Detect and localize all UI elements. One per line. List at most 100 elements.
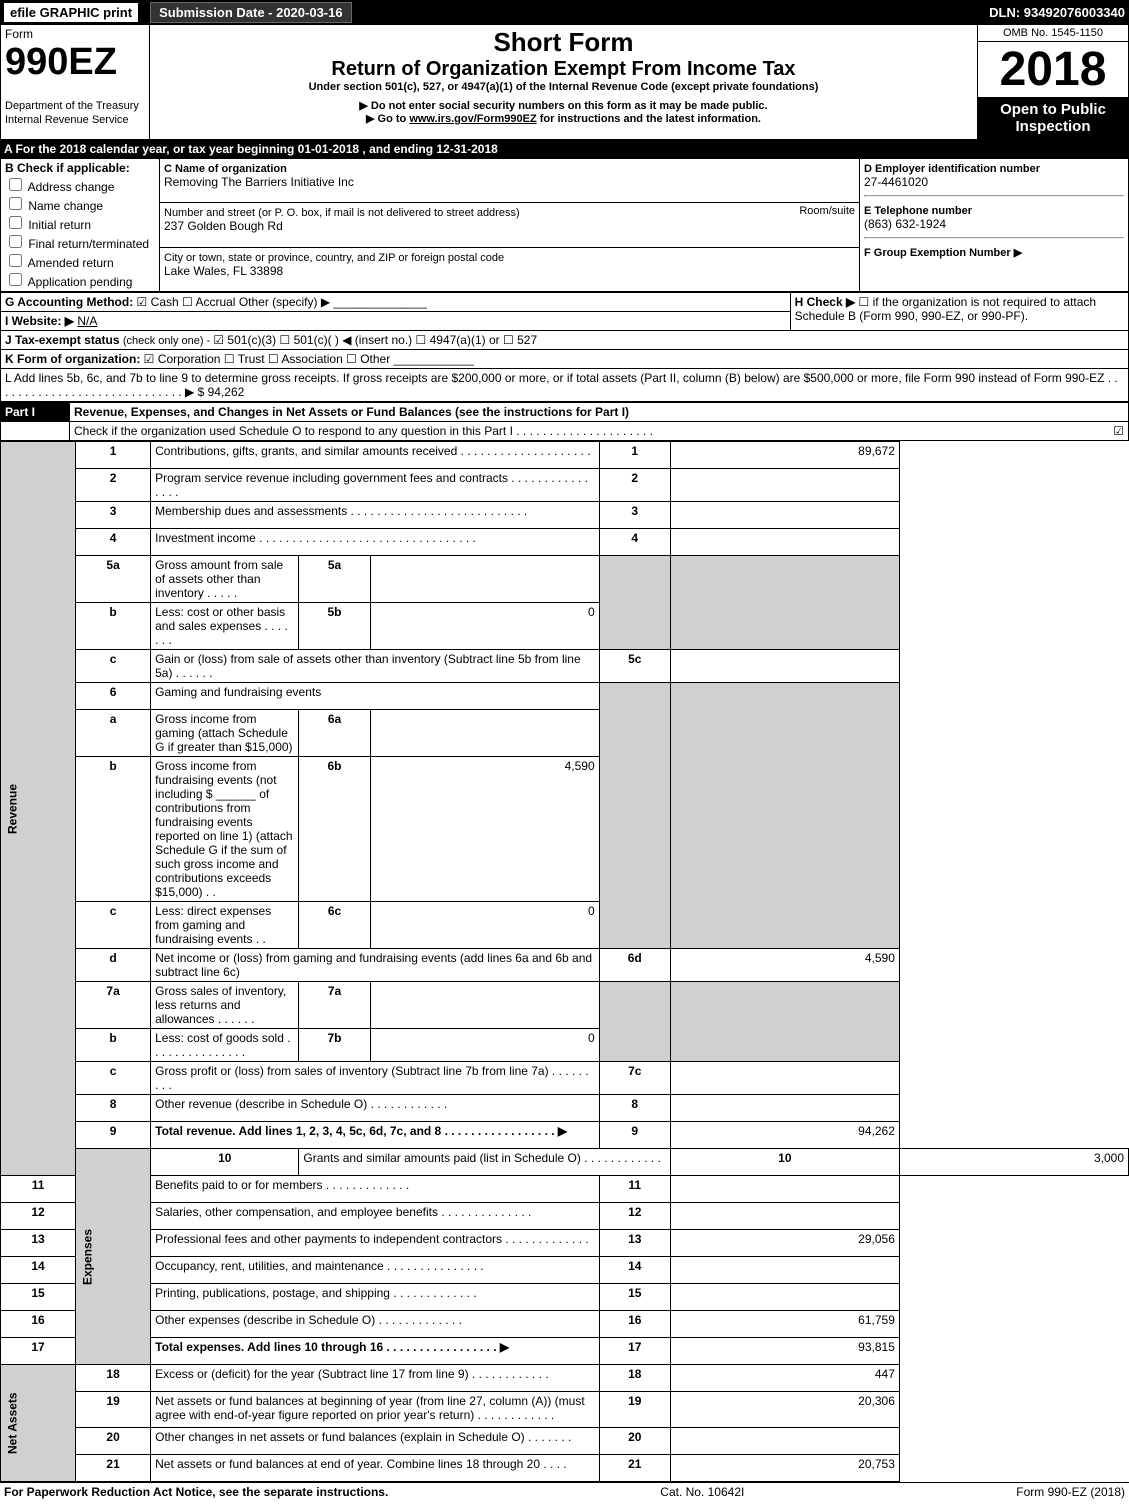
line13-col: 13 xyxy=(599,1230,670,1257)
checkbox-cash[interactable]: ☑ xyxy=(137,295,148,309)
checkbox-501c3[interactable]: ☑ xyxy=(213,333,224,347)
header-table: Form 990EZ Department of the Treasury In… xyxy=(0,24,1129,140)
line7b-box: 7b xyxy=(299,1029,370,1062)
line7b-desc: Less: cost of goods sold . . . . . . . .… xyxy=(151,1029,299,1062)
line4-val xyxy=(670,529,899,556)
line12-desc: Salaries, other compensation, and employ… xyxy=(151,1203,600,1230)
line6c-boxval: 0 xyxy=(370,902,599,949)
room-label: Room/suite xyxy=(799,205,855,217)
form-word: Form xyxy=(5,27,33,41)
checkbox-501c[interactable]: ☐ xyxy=(279,333,290,347)
line9-col: 9 xyxy=(599,1122,670,1149)
box-g-label: G Accounting Method: xyxy=(5,295,133,309)
line17-desc: Total expenses. Add lines 10 through 16 … xyxy=(151,1338,600,1365)
street-label: Number and street (or P. O. box, if mail… xyxy=(164,207,520,219)
checkbox-accrual[interactable]: ☐ xyxy=(182,295,193,309)
line3-val xyxy=(670,502,899,529)
website-value: N/A xyxy=(77,314,97,328)
return-title: Return of Organization Exempt From Incom… xyxy=(154,58,973,81)
line8-val xyxy=(670,1095,899,1122)
dept-label: Department of the Treasury xyxy=(5,100,139,112)
box-l-value: $ 94,262 xyxy=(198,385,245,399)
box-h-label: H Check ▶ xyxy=(795,295,859,309)
checkbox-schedule-b[interactable]: ☐ xyxy=(859,295,870,309)
checkbox-corporation[interactable]: ☑ xyxy=(144,352,155,366)
line12-num: 12 xyxy=(1,1203,76,1230)
line11-val xyxy=(670,1176,899,1203)
part-i-label: Part I xyxy=(1,403,70,422)
line6d-num: d xyxy=(76,949,151,982)
part-i-title: Revenue, Expenses, and Changes in Net As… xyxy=(70,403,1129,422)
line16-val: 61,759 xyxy=(670,1311,899,1338)
box-e-label: E Telephone number xyxy=(864,205,972,217)
entity-info-table: B Check if applicable: Address change Na… xyxy=(0,158,1129,292)
checkbox-amended[interactable]: Amended return xyxy=(5,256,114,270)
part-i-check-line: Check if the organization used Schedule … xyxy=(74,424,653,438)
checkbox-other-org[interactable]: ☐ xyxy=(346,352,357,366)
line3-num: 3 xyxy=(76,502,151,529)
line4-col: 4 xyxy=(599,529,670,556)
checkbox-pending[interactable]: Application pending xyxy=(5,275,132,289)
line5c-col: 5c xyxy=(599,650,670,683)
tax-period-row: A For the 2018 calendar year, or tax yea… xyxy=(0,140,1129,158)
line6c-desc: Less: direct expenses from gaming and fu… xyxy=(151,902,299,949)
line20-val xyxy=(670,1428,899,1455)
line17-val: 93,815 xyxy=(670,1338,899,1365)
goto-prefix: ▶ Go to xyxy=(366,113,409,125)
line9-num: 9 xyxy=(76,1122,151,1149)
checkbox-527[interactable]: ☐ xyxy=(503,333,514,347)
checkbox-initial-return[interactable]: Initial return xyxy=(5,218,91,232)
line7c-col: 7c xyxy=(599,1062,670,1095)
line14-num: 14 xyxy=(1,1257,76,1284)
checkbox-association[interactable]: ☐ xyxy=(268,352,279,366)
checkbox-name-change[interactable]: Name change xyxy=(5,199,103,213)
checkbox-trust[interactable]: ☐ xyxy=(224,352,235,366)
irs-label: Internal Revenue Service xyxy=(5,114,129,126)
line6d-col: 6d xyxy=(599,949,670,982)
line5a-box: 5a xyxy=(299,556,370,603)
line10-val: 3,000 xyxy=(899,1149,1128,1176)
checkbox-4947[interactable]: ☐ xyxy=(416,333,427,347)
box-f-label: F Group Exemption Number ▶ xyxy=(864,247,1022,259)
box-j-label: J Tax-exempt status xyxy=(5,333,123,347)
submission-date: Submission Date - 2020-03-16 xyxy=(150,2,352,23)
line14-col: 14 xyxy=(599,1257,670,1284)
checkbox-final-return[interactable]: Final return/terminated xyxy=(5,237,149,251)
line5c-val xyxy=(670,650,899,683)
city-value: Lake Wales, FL 33898 xyxy=(164,264,283,278)
period-begin: 01-01-2018 xyxy=(298,142,359,156)
line15-col: 15 xyxy=(599,1284,670,1311)
line10-col: 10 xyxy=(670,1149,899,1176)
line1-num: 1 xyxy=(76,442,151,469)
line16-num: 16 xyxy=(1,1311,76,1338)
page-footer: For Paperwork Reduction Act Notice, see … xyxy=(0,1482,1129,1501)
period-prefix: A For the 2018 calendar year, or tax yea… xyxy=(4,142,298,156)
expenses-side-label: Expenses xyxy=(76,1149,151,1365)
line21-num: 21 xyxy=(76,1455,151,1482)
line15-val xyxy=(670,1284,899,1311)
city-label: City or town, state or province, country… xyxy=(164,252,504,264)
line7a-desc: Gross sales of inventory, less returns a… xyxy=(151,982,299,1029)
line6c-box: 6c xyxy=(299,902,370,949)
line7b-boxval: 0 xyxy=(370,1029,599,1062)
period-end: 12-31-2018 xyxy=(436,142,497,156)
checkbox-address-change[interactable]: Address change xyxy=(5,180,114,194)
phone-value: (863) 632-1924 xyxy=(864,217,946,231)
goto-link[interactable]: www.irs.gov/Form990EZ xyxy=(409,113,536,125)
line15-num: 15 xyxy=(1,1284,76,1311)
line18-num: 18 xyxy=(76,1365,151,1392)
line1-desc: Contributions, gifts, grants, and simila… xyxy=(151,442,600,469)
short-form-title: Short Form xyxy=(154,27,973,58)
part-i-header: Part I Revenue, Expenses, and Changes in… xyxy=(0,402,1129,441)
line9-desc: Total revenue. Add lines 1, 2, 3, 4, 5c,… xyxy=(151,1122,600,1149)
line6d-val: 4,590 xyxy=(670,949,899,982)
line21-col: 21 xyxy=(599,1455,670,1482)
line1-col: 1 xyxy=(599,442,670,469)
line1-val: 89,672 xyxy=(670,442,899,469)
line15-desc: Printing, publications, postage, and shi… xyxy=(151,1284,600,1311)
checkbox-schedule-o[interactable]: ☑ xyxy=(1113,424,1124,438)
line17-col: 17 xyxy=(599,1338,670,1365)
line6b-boxval: 4,590 xyxy=(370,757,599,902)
box-j-hint: (check only one) - xyxy=(123,335,213,347)
line6a-box: 6a xyxy=(299,710,370,757)
